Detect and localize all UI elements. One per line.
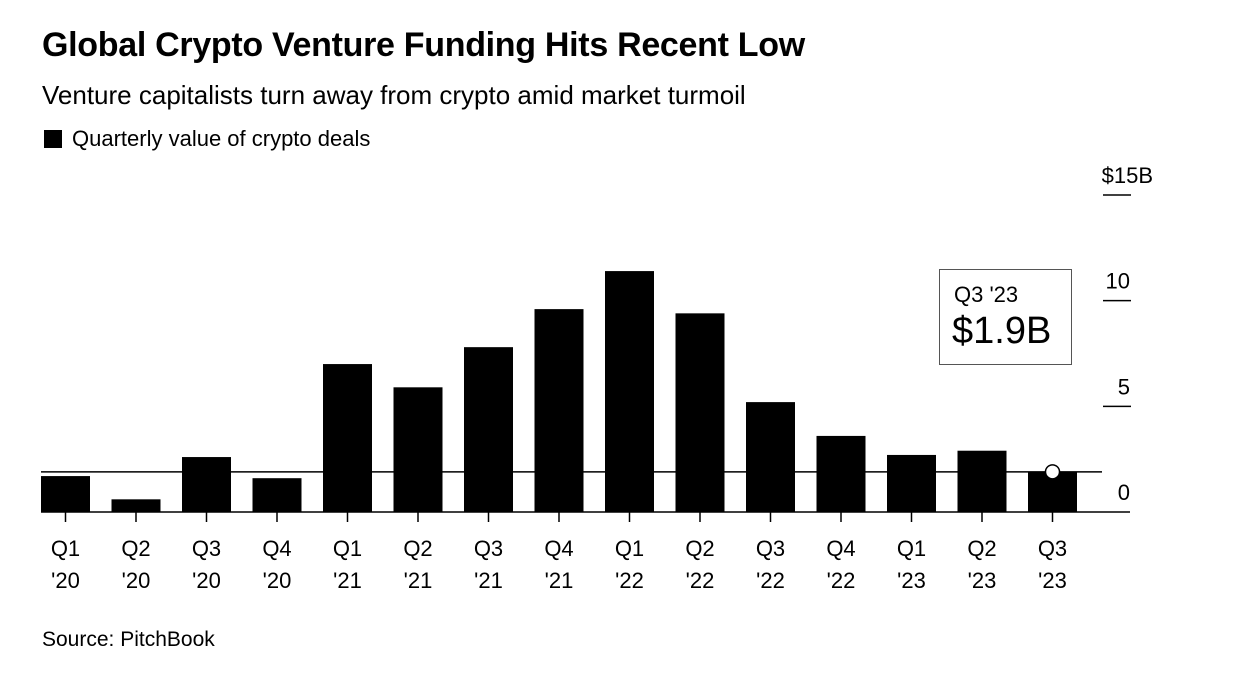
x-tick-label-year: '22 (827, 568, 856, 593)
x-tick-label-year: '23 (1038, 568, 1067, 593)
y-tick-label: 5 (1118, 374, 1130, 399)
bar (41, 476, 90, 512)
x-tick-label-quarter: Q3 (1038, 536, 1067, 561)
x-tick-label-quarter: Q4 (826, 536, 855, 561)
callout-box: Q3 '23 $1.9B (939, 269, 1072, 365)
x-tick-label-quarter: Q3 (756, 536, 785, 561)
x-tick-label-year: '22 (615, 568, 644, 593)
x-tick-label-quarter: Q2 (685, 536, 714, 561)
bar (534, 309, 584, 512)
bar (605, 271, 654, 512)
x-tick-label-quarter: Q1 (615, 536, 644, 561)
x-tick-label-year: '22 (686, 568, 715, 593)
legend: Quarterly value of crypto deals (44, 126, 370, 152)
y-tick-label: 0 (1118, 480, 1130, 505)
bar (393, 387, 443, 512)
y-tick-label: $15B (1102, 163, 1153, 188)
bar (252, 478, 302, 512)
legend-swatch (44, 130, 62, 148)
x-tick-label-year: '20 (51, 568, 80, 593)
bar (111, 499, 161, 512)
bar (957, 450, 1007, 512)
x-tick-label-quarter: Q3 (192, 536, 221, 561)
x-tick-label-year: '20 (122, 568, 151, 593)
x-tick-label-quarter: Q4 (262, 536, 291, 561)
x-tick-label-year: '20 (263, 568, 292, 593)
bar (816, 435, 866, 512)
x-tick-label-quarter: Q2 (967, 536, 996, 561)
x-tick-label-quarter: Q2 (121, 536, 150, 561)
bar (675, 313, 725, 512)
x-tick-label-quarter: Q2 (403, 536, 432, 561)
chart-title: Global Crypto Venture Funding Hits Recen… (42, 26, 805, 64)
y-tick-label: 10 (1106, 269, 1130, 294)
bar (182, 457, 231, 512)
x-tick-label-year: '21 (474, 568, 503, 593)
bar (464, 347, 513, 512)
bar (746, 402, 795, 512)
x-tick-label-year: '21 (333, 568, 362, 593)
highlight-marker (1044, 464, 1061, 480)
bar (323, 364, 372, 512)
x-tick-label-quarter: Q4 (544, 536, 573, 561)
x-tick-label-quarter: Q3 (474, 536, 503, 561)
x-tick-label-year: '21 (404, 568, 433, 593)
x-tick-label-year: '20 (192, 568, 221, 593)
x-tick-label-year: '21 (545, 568, 574, 593)
chart-subtitle: Venture capitalists turn away from crypt… (42, 80, 746, 110)
legend-label: Quarterly value of crypto deals (72, 126, 371, 151)
x-tick-label-year: '23 (968, 568, 997, 593)
x-tick-label-year: '22 (756, 568, 785, 593)
callout-value: $1.9B (952, 310, 1052, 352)
x-tick-label-quarter: Q1 (333, 536, 362, 561)
source-note: Source: PitchBook (42, 628, 215, 651)
bar (887, 454, 936, 512)
x-tick-label-year: '23 (897, 568, 926, 593)
x-tick-label-quarter: Q1 (897, 536, 926, 561)
x-tick-label-quarter: Q1 (51, 536, 80, 561)
callout-period: Q3 '23 (954, 282, 1019, 307)
